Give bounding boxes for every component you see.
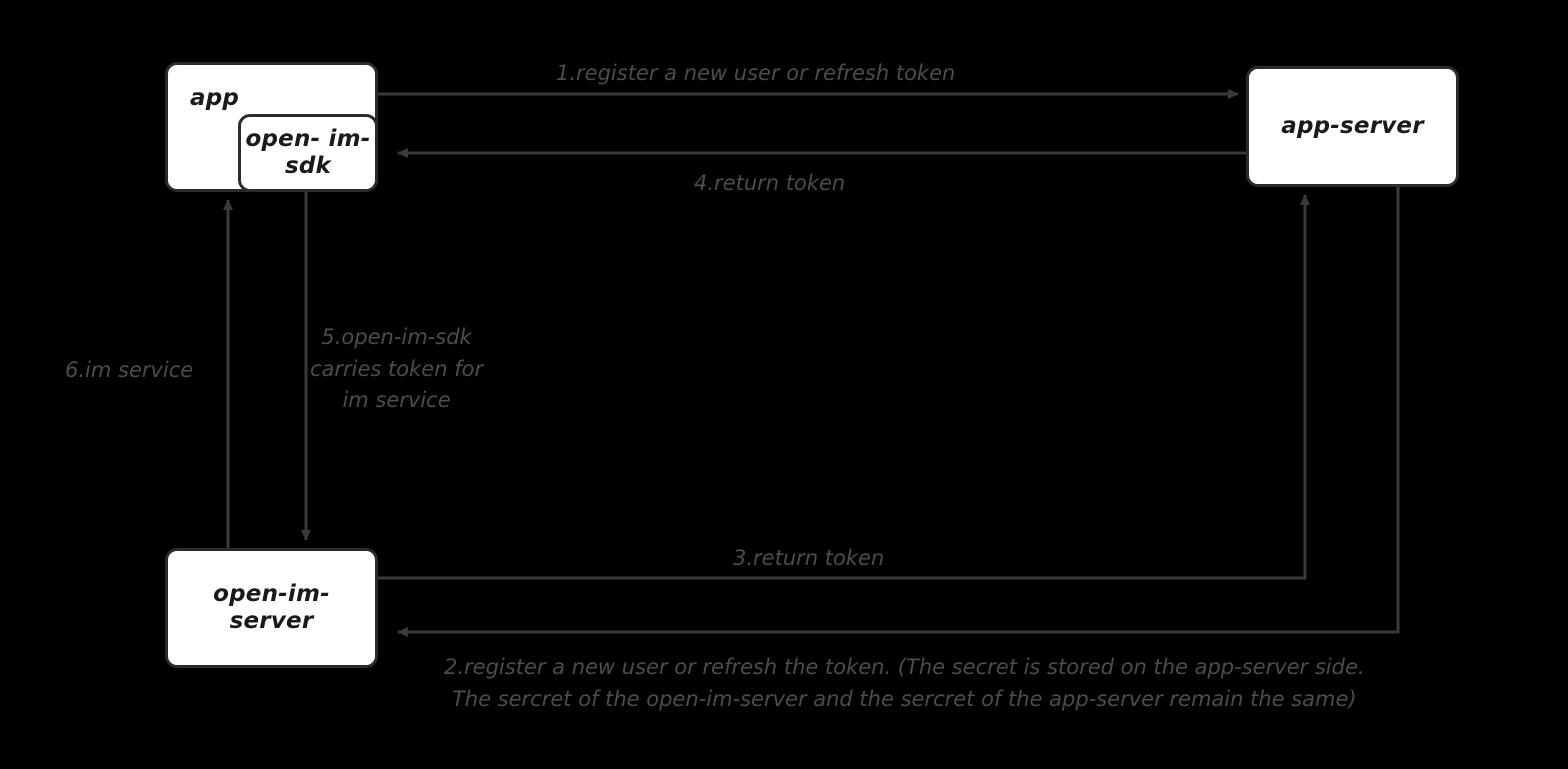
node-app-server[interactable]: app-server — [1246, 66, 1459, 187]
node-open-im-sdk-label: open- im-sdk — [245, 125, 371, 179]
edge-2-app-server-to-im-server — [397, 187, 1400, 637]
node-open-im-sdk[interactable]: open- im-sdk — [238, 114, 378, 192]
edge-label-4: 4.return token — [694, 171, 846, 195]
edge-label-1: 1.register a new user or refresh token — [556, 61, 956, 85]
edge-label-2: 2.register a new user or refresh the tok… — [444, 655, 1365, 711]
edge-label-5: 5.open-im-sdk carries token for im servi… — [310, 325, 484, 412]
node-app-server-label: app-server — [1281, 112, 1424, 139]
edge-label-3: 3.return token — [733, 546, 885, 570]
node-open-im-server[interactable]: open-im- server — [165, 548, 378, 668]
node-open-im-server-label: open-im- server — [213, 580, 330, 634]
node-app-label: app — [190, 85, 240, 111]
edge-3-im-server-to-app-server — [378, 194, 1310, 580]
edge-label-6: 6.im service — [65, 358, 194, 382]
